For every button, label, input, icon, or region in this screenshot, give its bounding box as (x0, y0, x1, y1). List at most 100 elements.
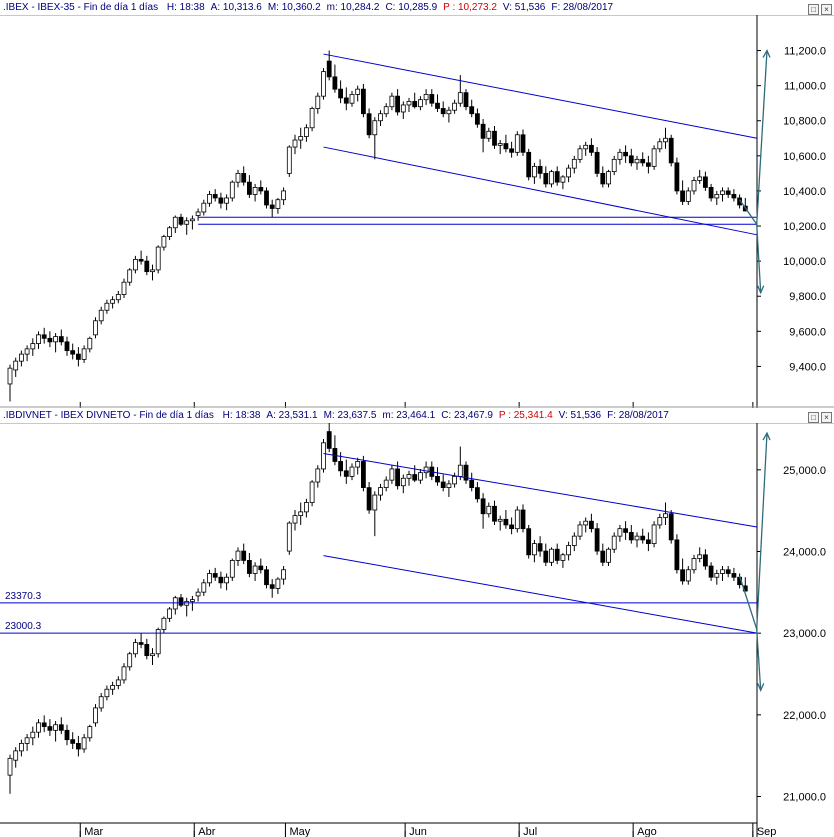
candle-body (366, 487, 372, 511)
candle-body (532, 165, 537, 178)
arrow-head-down (757, 683, 765, 692)
candle-body (400, 477, 406, 487)
candle-body (526, 528, 532, 556)
candle-body (554, 171, 560, 183)
ibdivnet-field-p: P : 25,341.4 (498, 410, 553, 421)
y-tick-label: 10,000.0 (783, 256, 826, 268)
candle-body (24, 348, 30, 355)
candle-body (184, 220, 190, 225)
candle-body (720, 569, 725, 574)
candle-body (303, 127, 309, 137)
candle-body (98, 696, 104, 709)
candle-body (36, 334, 41, 345)
candle-body (218, 576, 224, 584)
candle-body (674, 539, 680, 571)
candle-body (560, 176, 566, 183)
candle-body (417, 472, 423, 481)
candle-body (264, 190, 269, 206)
candle-body (543, 172, 549, 185)
candle-body (657, 517, 663, 526)
candle-body (623, 151, 628, 157)
candle-body (93, 320, 98, 336)
candle-body (703, 176, 708, 188)
candle-body (680, 190, 685, 202)
candle-body (87, 726, 93, 739)
candle-body (406, 101, 412, 106)
candle-body (115, 294, 121, 301)
restore-icon[interactable]: □ (808, 4, 819, 15)
candle-body (7, 757, 13, 776)
x-tick-label: May (289, 826, 310, 837)
candle-body (611, 158, 617, 173)
ibex-quote-fields: H: 18:38 A: 10,313.6 M: 10,360.2 m: 10,284.… (161, 0, 613, 15)
candle-body (651, 148, 657, 167)
candle-body (269, 584, 275, 589)
candle-body (480, 123, 486, 139)
candle-body (566, 167, 571, 178)
close-icon[interactable]: × (821, 412, 832, 423)
candle-body (680, 569, 685, 582)
candle-body (509, 148, 515, 153)
candle-body (246, 181, 252, 195)
ibex-window-controls: □ × (806, 2, 832, 17)
candle-body (720, 190, 725, 195)
candle-body (708, 187, 714, 199)
candle-body (412, 101, 418, 108)
candle-body (714, 573, 720, 578)
candle-body (440, 108, 446, 115)
candle-body (583, 520, 589, 526)
candle-body (469, 106, 475, 115)
ibex-field-p: P : 10,273.2 (443, 2, 497, 13)
candle-body (292, 139, 298, 148)
candle-body (509, 524, 515, 530)
ibex-field-a: A: 10,313.6 (210, 2, 262, 13)
candle-body (423, 94, 429, 101)
candle-body (697, 176, 703, 181)
candle-body (18, 353, 24, 362)
candle-body (309, 108, 315, 129)
candle-body (41, 334, 47, 339)
candle-body (303, 502, 309, 513)
candle-body (189, 599, 195, 602)
candle-body (446, 483, 452, 489)
candle-body (589, 144, 594, 153)
ibdivnet-field-v: V: 51,536 (558, 410, 602, 421)
candle-body (520, 509, 526, 530)
candle-body (343, 470, 349, 477)
candle-body (315, 468, 321, 483)
candle-body (537, 543, 543, 552)
candle-body (138, 642, 144, 645)
candle-body (161, 236, 167, 248)
channel-upper-line (323, 53, 758, 139)
ibex-field-v: V: 51,536 (502, 2, 546, 13)
ibdivnet-chart-header: .IBDIVNET - IBEX DIVNETO - Fin de día 1 … (0, 408, 834, 424)
y-tick-label: 24,000.0 (783, 547, 826, 559)
candle-body (372, 120, 378, 136)
ibdivnet-field-a: A: 23,531.1 (266, 410, 318, 421)
candle-body (144, 260, 150, 273)
y-tick-label: 11,000.0 (784, 81, 826, 93)
candle-body (127, 653, 133, 668)
candle-body (53, 724, 58, 731)
close-icon[interactable]: × (821, 4, 832, 15)
candle-body (150, 653, 155, 657)
candle-body (474, 113, 480, 125)
candle-body (110, 299, 115, 304)
candle-body (172, 216, 178, 229)
candle-body (229, 181, 235, 199)
candle-body (606, 548, 611, 563)
candle-body (246, 560, 252, 574)
candle-body (30, 731, 36, 739)
candle-body (224, 197, 230, 204)
candle-body (571, 535, 577, 546)
candle-body (70, 350, 76, 355)
y-tick-label: 9,800.0 (789, 291, 826, 303)
restore-icon[interactable]: □ (808, 412, 819, 423)
x-tick-label: Jun (409, 826, 427, 837)
candle-body (315, 95, 321, 109)
candle-body (589, 520, 594, 530)
projection-up-arrow (756, 433, 768, 630)
candle-body (252, 565, 258, 574)
candle-body (275, 578, 281, 589)
candle-body (258, 565, 264, 571)
